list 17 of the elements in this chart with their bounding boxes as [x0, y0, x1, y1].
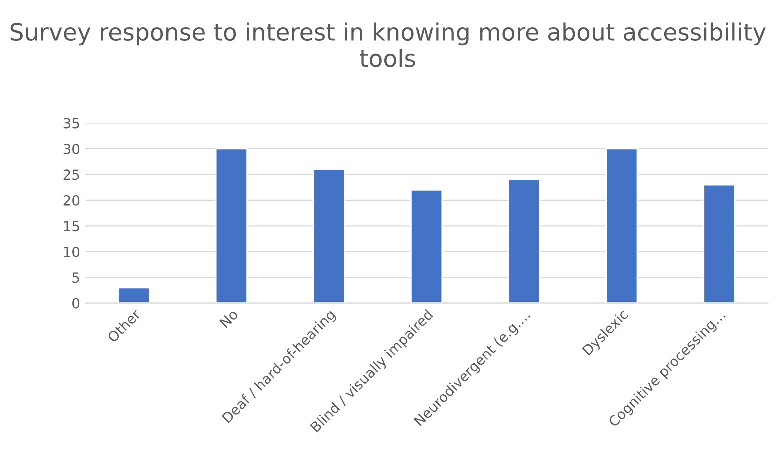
bar [703, 184, 736, 304]
bar [410, 189, 444, 304]
y-tick-label: 20 [64, 195, 80, 206]
bar [312, 168, 346, 304]
bar [118, 287, 150, 304]
y-tick-label: 35 [64, 118, 80, 129]
y-tick-label: 15 [64, 221, 80, 232]
bar [215, 148, 248, 304]
chart-title: Survey response to interest in knowing more about accessibility tools [10, 22, 766, 68]
bar [508, 179, 541, 304]
y-tick-label: 5 [72, 272, 80, 284]
y-tick-label: 30 [64, 144, 80, 154]
bar [606, 148, 638, 304]
y-tick-label: 0 [72, 298, 80, 309]
y-tick-label: 25 [64, 170, 80, 180]
x-tick-label: No [220, 309, 239, 328]
y-tick-label: 10 [64, 246, 80, 258]
